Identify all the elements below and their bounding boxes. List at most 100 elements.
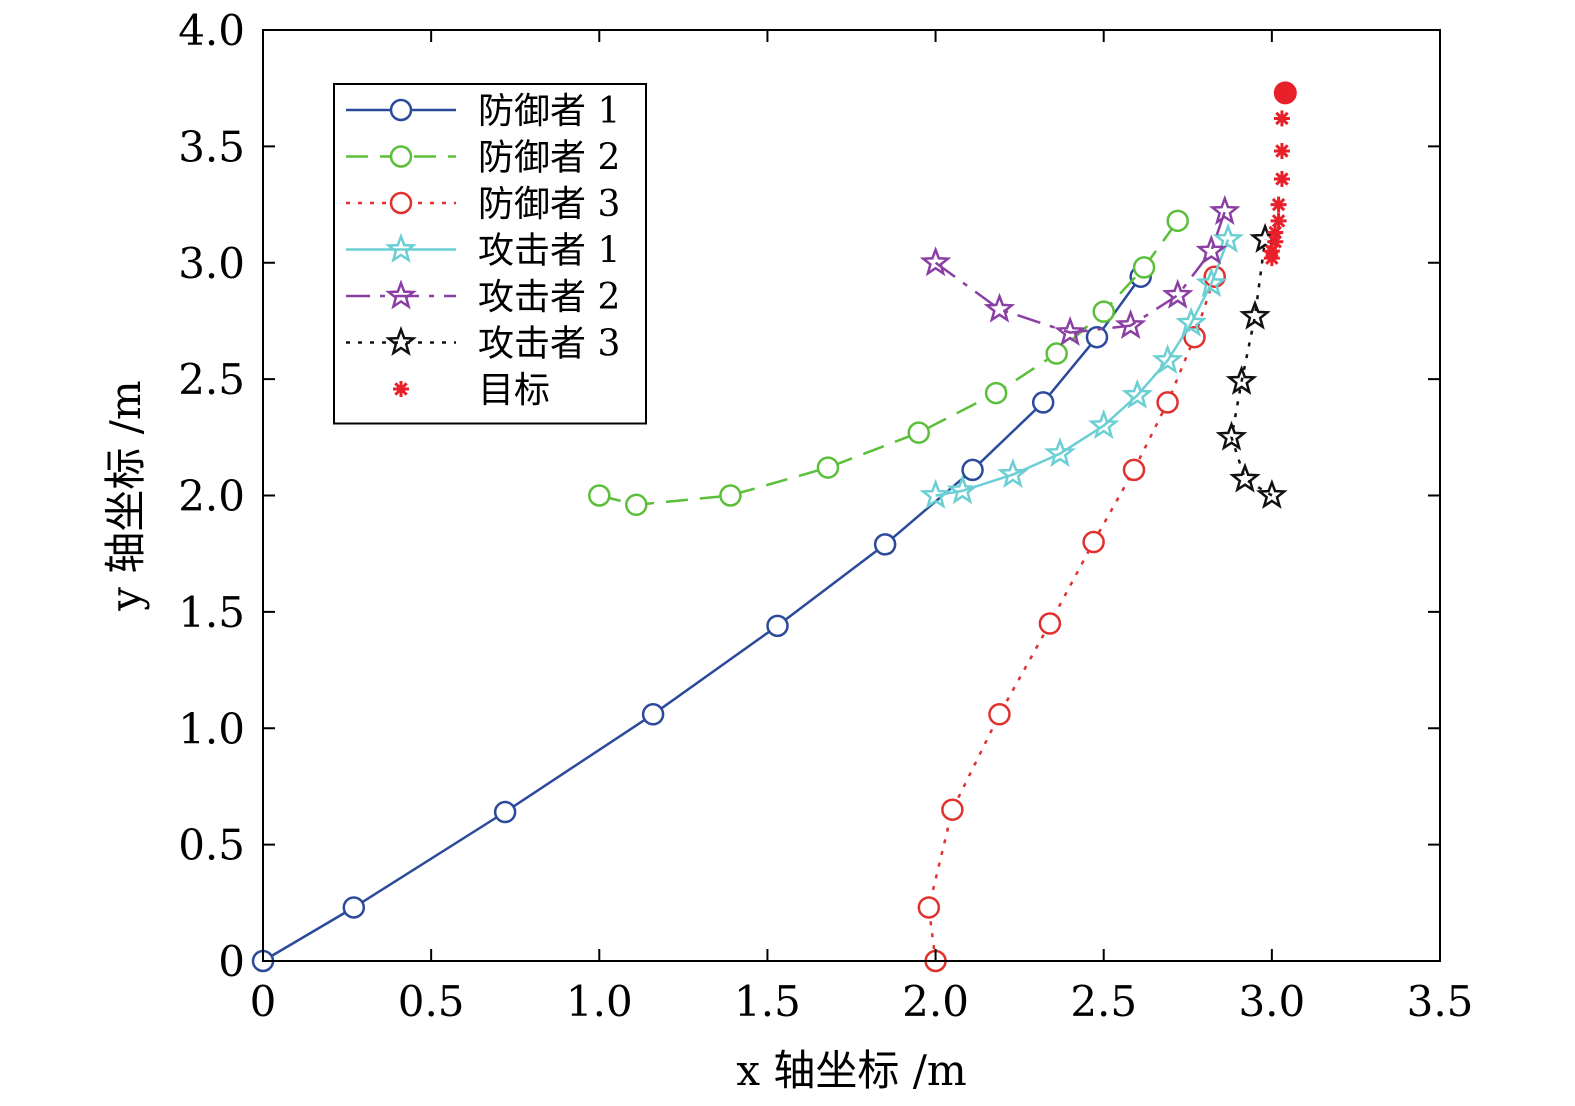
legend-marker [385,279,417,310]
y-tick-label: 3.5 [178,122,245,171]
legend-box [333,83,647,425]
x-tick-label: 1.0 [566,977,633,1026]
asterisk-stroke [1275,111,1289,126]
data-point [984,381,1008,405]
legend-item: 攻击者 1 [346,231,620,272]
data-point [1175,306,1207,337]
data-point [1085,325,1109,349]
data-point [1273,110,1290,127]
series-line [598,220,1179,507]
x-tick-label: 2.5 [1070,977,1137,1026]
series-3 [917,265,1226,973]
series-line [935,239,1230,497]
data-point [1273,170,1290,187]
asterisk-stroke [1275,172,1289,186]
data-point [1038,612,1062,635]
x-tick-label: 3.5 [1407,977,1474,1026]
series-line [927,276,1216,962]
data-point [961,458,984,482]
asterisk-stroke [1271,214,1286,228]
series-line [934,211,1226,334]
legend-marker [385,325,417,356]
legend-marker [389,98,413,122]
data-point [1208,194,1241,225]
data-point [1270,196,1287,213]
legend: 防御者 1 防御者 2 防御者 3 攻击者 1 攻击者 2 攻击者 3 目标 [333,83,647,425]
y-tick-label: 0.5 [178,821,245,870]
data-point [919,478,952,509]
y-tick-label: 3.0 [178,239,245,288]
series-line [1230,239,1273,497]
x-tick-label: 3.0 [1238,977,1305,1026]
data-point [1114,309,1147,339]
asterisk-stroke [1275,144,1289,158]
data-point [1088,409,1120,440]
data-point [1031,391,1055,414]
data-point [1273,143,1290,160]
data-point [1132,256,1156,279]
data-point [946,474,979,505]
x-tick-label: 0.5 [398,977,465,1026]
data-point [1082,530,1105,554]
legend-label: 目标 [478,370,550,411]
data-point [873,533,897,556]
legend-item: 防御者 2 [346,138,620,179]
data-point [941,798,964,821]
data-point [1044,437,1076,467]
y-tick-label: 0 [218,937,245,986]
data-point [625,493,648,517]
legend-label: 攻击者 1 [478,231,620,272]
y-tick-label: 2.0 [178,472,245,521]
series-7 [1263,81,1297,267]
data-point [919,246,952,277]
legend-marker [389,145,413,168]
x-tick-label: 2.0 [902,977,969,1026]
x-tick-label: 1.5 [734,977,801,1026]
legend-item: 攻击者 2 [346,277,620,318]
data-point [1166,209,1189,233]
legend-label: 防御者 2 [478,138,620,179]
data-point [1045,342,1068,365]
y-tick-label: 2.5 [178,355,245,404]
legend-marker [385,232,417,263]
asterisk-stroke [394,382,408,396]
data-point [1195,234,1228,265]
data-point [1212,222,1244,253]
series-line [262,275,1142,963]
legend-item: 防御者 1 [346,91,620,132]
data-point [493,800,517,824]
series-4 [919,222,1244,509]
series-5 [919,194,1241,347]
data-point [1156,391,1179,414]
y-tick-label: 4.0 [178,6,245,55]
data-point [766,614,789,638]
data-point [997,458,1029,488]
data-point [1225,364,1258,395]
data-point [983,292,1016,323]
legend-label: 攻击者 2 [478,277,620,318]
data-point [1161,278,1194,309]
data-point [719,484,742,507]
data-point [1121,378,1154,409]
data-point [907,421,931,444]
data-point [1054,316,1086,347]
legend-label: 防御者 1 [478,91,620,132]
legend-item: 防御者 3 [346,184,620,225]
series-6 [1215,222,1288,509]
legend-label: 防御者 3 [478,184,620,225]
data-point [917,896,941,919]
data-point [988,703,1011,726]
data-point [342,896,366,919]
data-point [1256,478,1288,509]
legend-marker [393,381,409,397]
data-point [1229,462,1261,493]
x-tick-label: 0 [250,977,277,1026]
legend-label: 攻击者 3 [478,324,620,365]
ticks-layer: 0 0.5 1.0 1.5 2.0 2.5 3.0 3.5 0 0.5 1.0 1.5 2.0 2.5 3.… [178,6,1473,1026]
data-point [1092,300,1115,323]
data-point [1122,458,1146,482]
x-axis-label: x 轴坐标 /m [736,1046,966,1095]
asterisk-stroke [1271,197,1286,212]
data-point [1151,343,1184,374]
